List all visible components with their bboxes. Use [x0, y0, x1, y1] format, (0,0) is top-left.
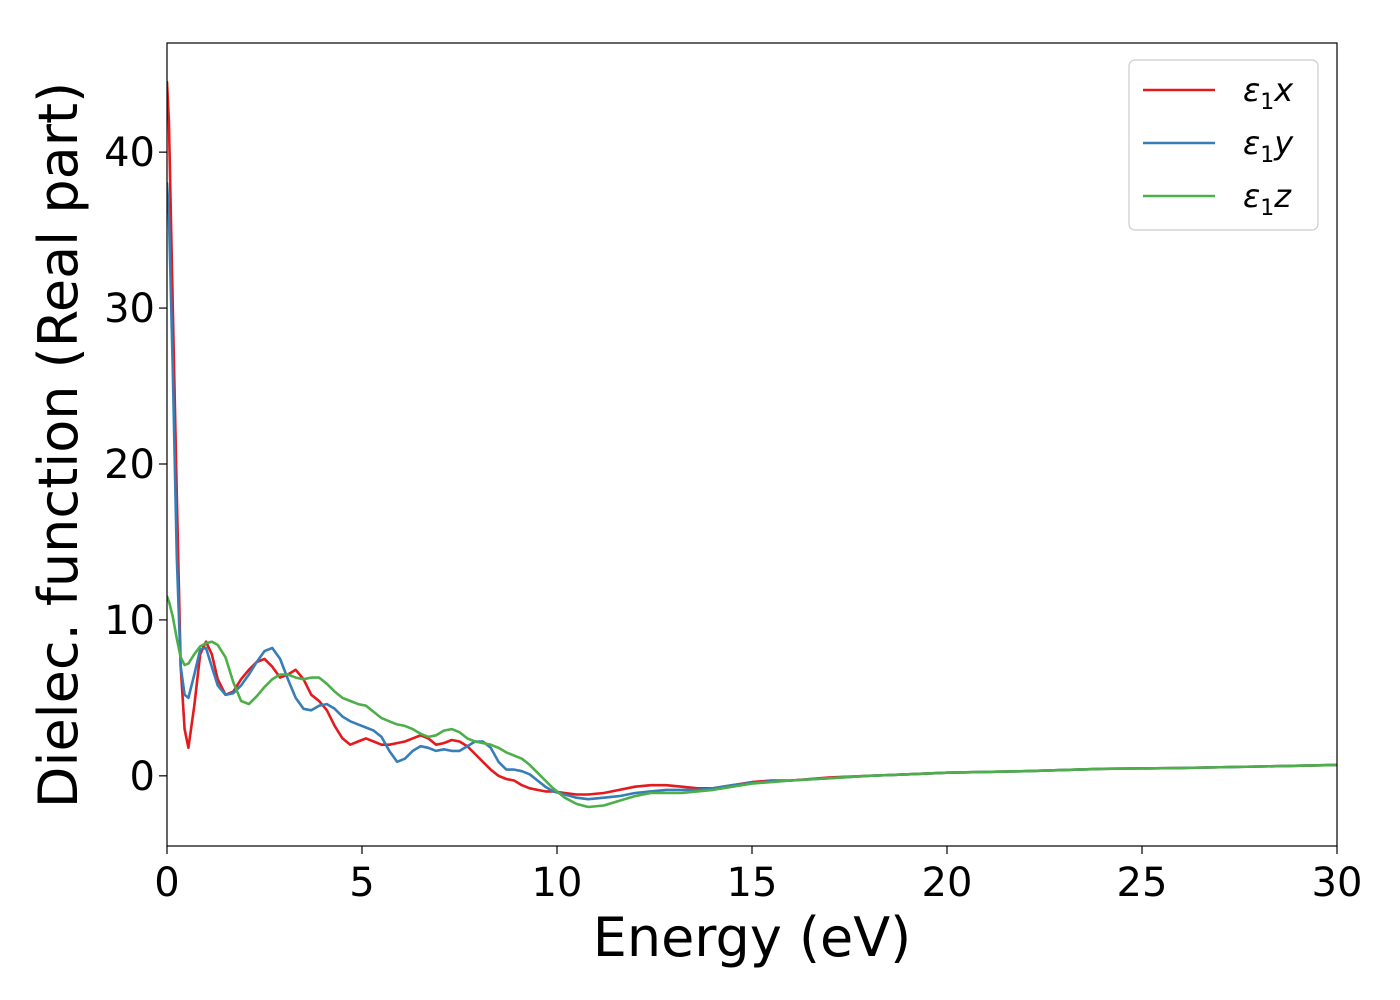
x-tick-label: 25 [1117, 860, 1168, 906]
y-tick-label: 40 [104, 130, 155, 176]
x-axis-label: Energy (eV) [593, 906, 912, 969]
series-line-z [167, 595, 1337, 809]
y-tick-label: 0 [130, 754, 155, 800]
y-tick-label: 30 [104, 286, 155, 332]
x-tick-label: 5 [349, 860, 374, 906]
y-tick-label: 20 [104, 442, 155, 488]
x-tick-label: 10 [532, 860, 583, 906]
legend: ε1x ε1y ε1z [1128, 59, 1319, 231]
x-axis: 0 5 10 15 20 25 30 [154, 846, 1362, 906]
legend-label-z: ε1z [1243, 177, 1292, 221]
x-tick-label: 30 [1312, 860, 1363, 906]
series-line-y [167, 182, 1337, 801]
legend-label-x: ε1x [1243, 71, 1294, 115]
legend-box [1128, 59, 1319, 231]
legend-label-y: ε1y [1243, 124, 1294, 168]
x-tick-label: 0 [154, 860, 179, 906]
y-axis: 0 10 20 30 40 [104, 130, 167, 800]
x-tick-label: 20 [922, 860, 973, 906]
x-tick-label: 15 [727, 860, 778, 906]
series-layer [167, 80, 1337, 809]
y-tick-label: 10 [104, 598, 155, 644]
y-axis-label: Dielec. function (Real part) [27, 82, 90, 808]
